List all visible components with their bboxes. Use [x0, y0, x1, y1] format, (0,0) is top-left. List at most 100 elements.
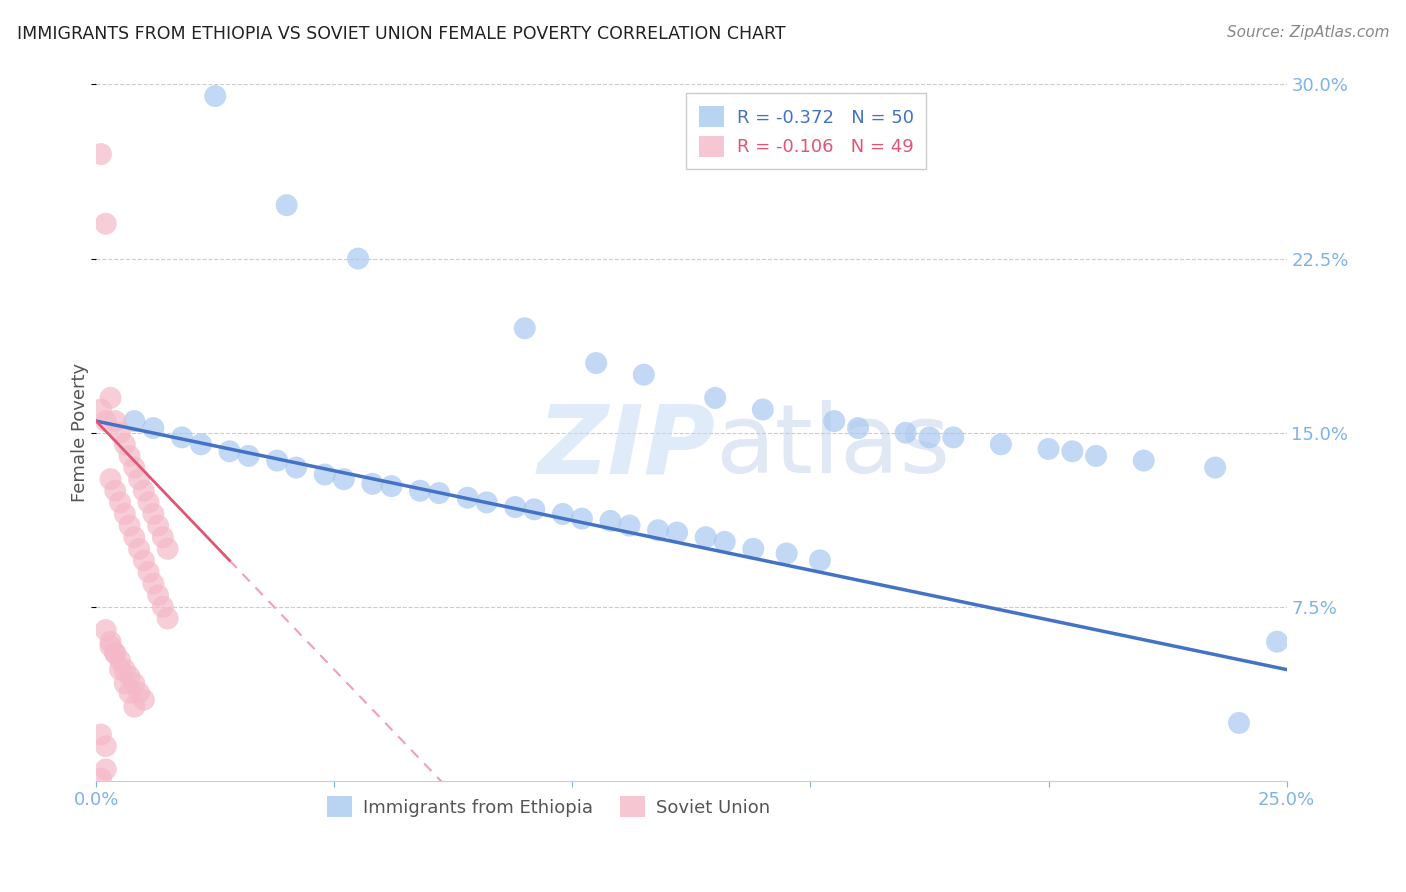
Point	[108, 495, 131, 509]
Text: IMMIGRANTS FROM ETHIOPIA VS SOVIET UNION FEMALE POVERTY CORRELATION CHART: IMMIGRANTS FROM ETHIOPIA VS SOVIET UNION…	[17, 25, 786, 43]
Point	[1265, 634, 1288, 648]
Point	[108, 425, 131, 440]
Point	[142, 576, 165, 591]
Point	[100, 472, 122, 486]
Point	[1227, 715, 1250, 730]
Point	[118, 449, 141, 463]
Point	[132, 553, 155, 567]
Point	[142, 421, 165, 435]
Point	[1204, 460, 1226, 475]
Point	[713, 534, 735, 549]
Point	[132, 483, 155, 498]
Point	[266, 453, 288, 467]
Point	[118, 669, 141, 683]
Point	[361, 476, 384, 491]
Point	[752, 402, 775, 417]
Point	[124, 530, 146, 544]
Point	[918, 430, 941, 444]
Point	[523, 502, 546, 516]
Point	[90, 147, 112, 161]
Text: ZIP: ZIP	[537, 401, 716, 493]
Text: atlas: atlas	[716, 401, 950, 493]
Legend: Immigrants from Ethiopia, Soviet Union: Immigrants from Ethiopia, Soviet Union	[319, 789, 778, 824]
Point	[775, 546, 797, 560]
Point	[314, 467, 336, 482]
Point	[108, 653, 131, 667]
Point	[190, 437, 212, 451]
Point	[138, 495, 160, 509]
Point	[704, 391, 727, 405]
Point	[124, 699, 146, 714]
Point	[585, 356, 607, 370]
Point	[132, 692, 155, 706]
Point	[118, 518, 141, 533]
Y-axis label: Female Poverty: Female Poverty	[72, 363, 89, 502]
Point	[647, 523, 669, 537]
Point	[619, 518, 641, 533]
Point	[146, 518, 169, 533]
Point	[100, 640, 122, 654]
Point	[94, 739, 117, 754]
Point	[138, 565, 160, 579]
Point	[238, 449, 260, 463]
Point	[114, 437, 136, 451]
Point	[285, 460, 308, 475]
Point	[156, 541, 179, 556]
Point	[808, 553, 831, 567]
Point	[104, 414, 127, 428]
Point	[156, 611, 179, 625]
Point	[204, 89, 226, 103]
Point	[94, 763, 117, 777]
Point	[551, 507, 574, 521]
Point	[104, 646, 127, 660]
Point	[942, 430, 965, 444]
Point	[695, 530, 717, 544]
Point	[100, 634, 122, 648]
Point	[427, 486, 450, 500]
Point	[218, 444, 240, 458]
Point	[124, 460, 146, 475]
Point	[94, 414, 117, 428]
Point	[104, 483, 127, 498]
Text: Source: ZipAtlas.com: Source: ZipAtlas.com	[1226, 25, 1389, 40]
Point	[513, 321, 536, 335]
Point	[108, 663, 131, 677]
Point	[633, 368, 655, 382]
Point	[118, 686, 141, 700]
Point	[666, 525, 689, 540]
Point	[823, 414, 845, 428]
Point	[475, 495, 498, 509]
Point	[742, 541, 765, 556]
Point	[128, 686, 150, 700]
Point	[409, 483, 432, 498]
Point	[1038, 442, 1060, 456]
Point	[128, 472, 150, 486]
Point	[124, 414, 146, 428]
Point	[276, 198, 298, 212]
Point	[152, 530, 174, 544]
Point	[457, 491, 479, 505]
Point	[124, 676, 146, 690]
Point	[846, 421, 869, 435]
Point	[90, 402, 112, 417]
Point	[380, 479, 402, 493]
Point	[1062, 444, 1084, 458]
Point	[503, 500, 526, 514]
Point	[170, 430, 193, 444]
Point	[114, 676, 136, 690]
Point	[114, 507, 136, 521]
Point	[100, 391, 122, 405]
Point	[90, 727, 112, 741]
Point	[571, 511, 593, 525]
Point	[1132, 453, 1154, 467]
Point	[104, 646, 127, 660]
Point	[347, 252, 370, 266]
Point	[146, 588, 169, 602]
Point	[94, 217, 117, 231]
Point	[894, 425, 917, 440]
Point	[990, 437, 1012, 451]
Point	[128, 541, 150, 556]
Point	[152, 599, 174, 614]
Point	[114, 663, 136, 677]
Point	[94, 623, 117, 637]
